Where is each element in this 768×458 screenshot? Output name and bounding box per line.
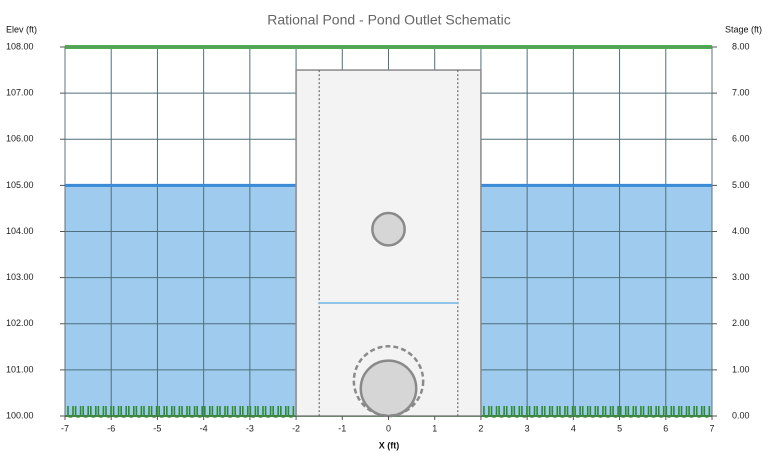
x-tick-label: 6: [663, 423, 668, 433]
y2-tick-label: 7.00: [732, 88, 750, 98]
x-tick-label: 2: [478, 423, 483, 433]
water: [65, 185, 297, 416]
y-tick-label: 105.00: [6, 180, 34, 190]
x-tick-label: -4: [200, 423, 208, 433]
x-tick-label: -3: [246, 423, 254, 433]
x-tick-label: -2: [292, 423, 300, 433]
orifice: [359, 359, 418, 418]
orifice: [352, 345, 425, 417]
y-tick-label: 100.00: [6, 410, 34, 420]
plot: 100.00101.00102.00103.00104.00105.00106.…: [6, 41, 750, 433]
y2-tick-label: 0.00: [732, 410, 750, 420]
y2-tick-label: 4.00: [732, 226, 750, 236]
orifice: [371, 211, 406, 247]
y2-tick-label: 3.00: [732, 272, 750, 282]
x-tick-label: -1: [338, 423, 346, 433]
y-axis-label: Elev (ft): [6, 24, 37, 34]
y2-tick-label: 6.00: [732, 134, 750, 144]
y-tick-label: 101.00: [6, 364, 34, 374]
y2-axis-label: Stage (ft): [725, 24, 762, 34]
y-tick-label: 103.00: [6, 272, 34, 282]
y2-tick-label: 5.00: [732, 180, 750, 190]
x-tick-label: -6: [107, 423, 115, 433]
chart-title: Rational Pond - Pond Outlet Schematic: [267, 12, 511, 28]
x-tick-label: 1: [432, 423, 437, 433]
y-tick-label: 108.00: [6, 41, 34, 51]
water: [480, 185, 712, 416]
x-tick-label: 3: [525, 423, 530, 433]
y-tick-label: 102.00: [6, 318, 34, 328]
y-tick-label: 107.00: [6, 88, 34, 98]
x-tick-label: 5: [617, 423, 622, 433]
x-tick-label: -7: [61, 423, 69, 433]
x-tick-label: -5: [153, 423, 161, 433]
y2-tick-label: 2.00: [732, 318, 750, 328]
x-tick-label: 4: [571, 423, 576, 433]
x-tick-label: 0: [386, 423, 391, 433]
y-tick-label: 104.00: [6, 226, 34, 236]
y2-tick-label: 8.00: [732, 41, 750, 51]
y2-tick-label: 1.00: [732, 364, 750, 374]
y-tick-label: 106.00: [6, 134, 34, 144]
x-axis-label: X (ft): [379, 440, 400, 450]
x-tick-label: 7: [709, 423, 714, 433]
